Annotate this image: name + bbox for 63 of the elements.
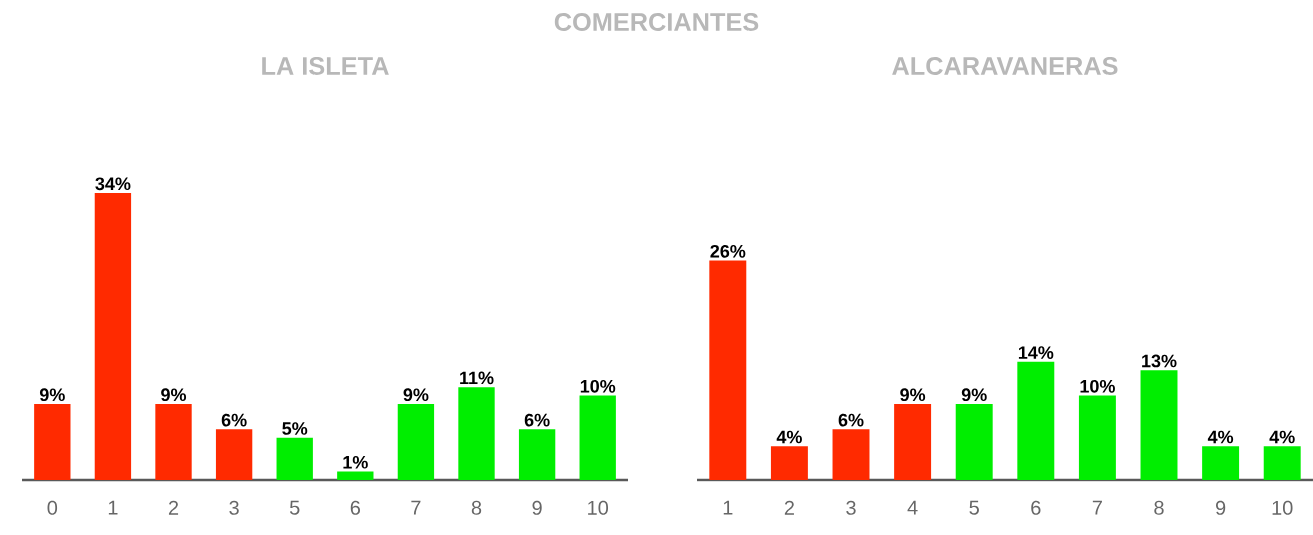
bar	[832, 429, 870, 480]
data-label: 26%	[710, 244, 746, 258]
chart-title: COMERCIANTES	[554, 13, 759, 31]
x-tick-label: 3	[846, 500, 856, 515]
x-tick-label: 7	[1092, 500, 1102, 515]
data-label: 9%	[161, 388, 187, 402]
x-tick-label: 7	[411, 500, 421, 515]
bar	[894, 404, 932, 480]
x-tick-label: 9	[1215, 500, 1226, 515]
bar	[337, 471, 374, 480]
bar	[955, 404, 993, 480]
data-label: 6%	[221, 413, 247, 427]
chart-subtitle: LA ISLETA	[262, 57, 389, 75]
data-label: 1%	[343, 455, 368, 469]
bar	[1140, 370, 1178, 480]
data-label: 5%	[282, 422, 308, 435]
x-tick-label: 8	[471, 500, 482, 515]
x-tick-label: 9	[532, 500, 542, 515]
data-label: 14%	[1018, 346, 1054, 359]
data-label: 10%	[1080, 379, 1115, 393]
chart-subtitle: ALCARAVANERAS	[892, 57, 1118, 75]
data-label: 6%	[524, 413, 550, 427]
data-label: 10%	[580, 379, 616, 393]
x-tick-label: 2	[168, 500, 179, 515]
data-label: 9%	[403, 388, 429, 402]
x-tick-label: 1	[723, 500, 733, 515]
bar	[276, 437, 313, 480]
x-tick-label: 10	[588, 500, 609, 515]
data-label: 9%	[961, 388, 987, 402]
bar	[709, 260, 747, 480]
data-label: 13%	[1142, 354, 1177, 368]
bar	[458, 387, 495, 480]
bar	[518, 429, 556, 480]
data-label: 9%	[39, 388, 65, 402]
data-label: 4%	[776, 430, 802, 444]
bar	[94, 193, 132, 480]
x-tick-label: 6	[350, 500, 360, 515]
x-tick-label: 4	[907, 500, 918, 515]
data-label: 6%	[838, 413, 864, 427]
data-label: 4%	[1269, 430, 1295, 444]
data-label: 9%	[900, 388, 926, 402]
x-tick-label: 6	[1031, 500, 1041, 515]
data-label: 4%	[1207, 430, 1234, 444]
bar	[215, 429, 253, 480]
x-tick-label: 1	[108, 500, 118, 515]
x-tick-label: 3	[229, 500, 239, 515]
data-label: 11%	[460, 371, 494, 385]
x-tick-label: 5	[969, 500, 979, 515]
x-tick-label: 0	[47, 500, 58, 515]
data-label: 34%	[95, 177, 131, 191]
bar	[1202, 446, 1240, 480]
x-tick-label: 5	[289, 500, 300, 515]
bar	[1078, 395, 1116, 480]
bar	[397, 404, 435, 480]
x-tick-label: 2	[784, 500, 794, 515]
bar	[1263, 446, 1301, 480]
bar	[155, 404, 192, 480]
x-tick-label: 8	[1154, 500, 1164, 515]
bar	[34, 404, 71, 480]
x-tick-label: 10	[1272, 500, 1293, 515]
bar	[1017, 361, 1055, 480]
bar	[770, 446, 808, 480]
bar	[579, 395, 616, 480]
